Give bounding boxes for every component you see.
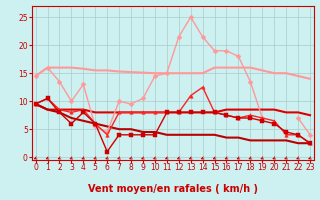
X-axis label: Vent moyen/en rafales ( km/h ): Vent moyen/en rafales ( km/h )	[88, 184, 258, 194]
